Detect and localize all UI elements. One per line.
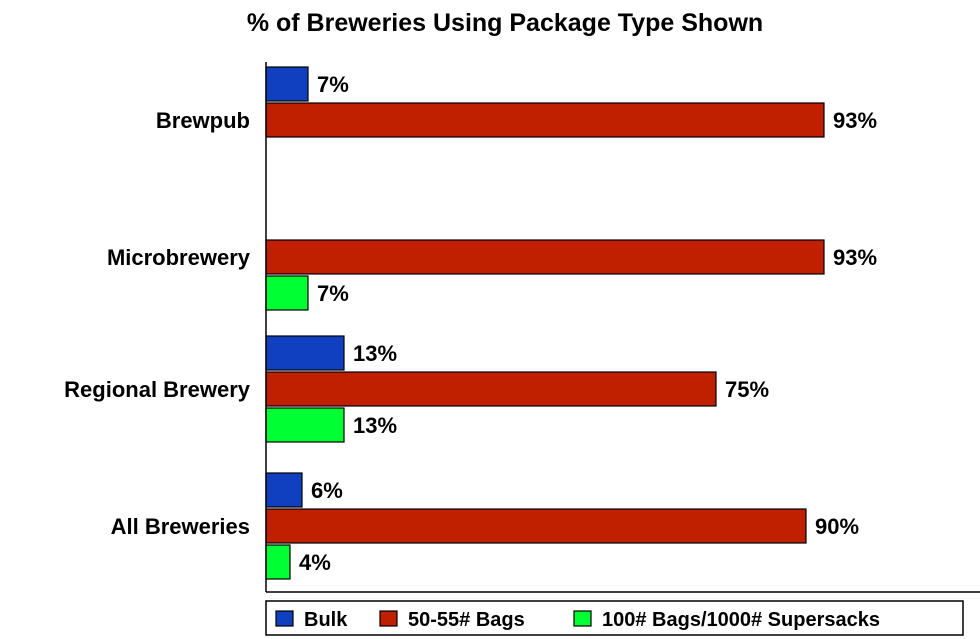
value-label-regional-brewery-bulk: 13% [353,341,397,366]
value-label-all-breweries-bulk: 6% [311,478,343,503]
legend: Bulk 50-55# Bags 100# Bags/1000# Supersack… [265,600,964,636]
legend-swatch-50-55-bags [379,610,398,627]
chart-title: % of Breweries Using Package Type Shown [247,9,763,37]
bar-microbrewery-100-bags-1000-supersacks [265,275,309,311]
bar-all-breweries-50-55-bags [265,508,807,544]
value-label-all-breweries-100-bags-1000-supersacks: 4% [299,550,331,575]
category-labels: Brewpub Microbrewery Regional Brewery All B… [64,108,251,539]
bar-brewpub-50-55-bags [265,102,825,138]
value-labels: 7% 93% 93% 7% 13% 75% 13% 6% 90% 4% [299,72,877,575]
value-label-regional-brewery-100-bags-1000-supersacks: 13% [353,413,397,438]
category-label-regional-brewery: Regional Brewery [64,377,251,402]
value-label-brewpub-bulk: 7% [317,72,349,97]
bar-microbrewery-50-55-bags [265,239,825,275]
legend-label-bulk: Bulk [304,609,348,631]
bar-regional-brewery-100-bags-1000-supersacks [265,407,345,443]
value-label-brewpub-50-55-bags: 93% [833,108,877,133]
value-label-regional-brewery-50-55-bags: 75% [725,377,769,402]
legend-label-50-55-bags: 50-55# Bags [408,609,525,631]
legend-swatch-100-bags-1000-supersacks [573,610,592,627]
value-label-microbrewery-100-bags-1000-supersacks: 7% [317,281,349,306]
value-label-all-breweries-50-55-bags: 90% [815,514,859,539]
bar-regional-brewery-50-55-bags [265,371,717,407]
category-label-all-breweries: All Breweries [111,514,250,539]
bar-brewpub-bulk [265,66,309,102]
bars [265,66,825,580]
category-label-microbrewery: Microbrewery [107,245,251,270]
legend-label-100-bags-1000-supersacks: 100# Bags/1000# Supersacks [602,609,880,631]
bar-all-breweries-100-bags-1000-supersacks [265,544,291,580]
bar-all-breweries-bulk [265,472,303,508]
legend-swatch-bulk [275,610,294,627]
bar-regional-brewery-bulk [265,335,345,371]
value-label-microbrewery-50-55-bags: 93% [833,245,877,270]
category-label-brewpub: Brewpub [156,108,250,133]
